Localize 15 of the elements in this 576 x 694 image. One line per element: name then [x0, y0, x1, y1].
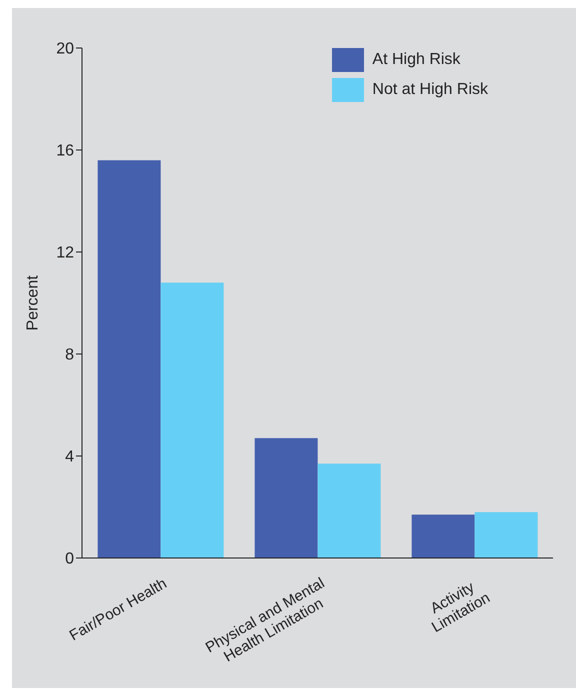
y-tick-label: 16	[56, 142, 74, 160]
y-tick-label: 0	[65, 550, 74, 568]
bar	[412, 514, 475, 558]
y-tick-label: 12	[56, 244, 74, 262]
bar	[474, 512, 538, 558]
legend-label: Not at High Risk	[372, 81, 488, 99]
bar	[160, 282, 224, 558]
y-axis-title: Percent	[24, 274, 42, 331]
bar	[98, 160, 161, 558]
y-tick-label: 4	[65, 448, 74, 466]
y-tick-label: 20	[56, 40, 74, 58]
y-tick-label: 8	[65, 346, 74, 364]
legend-label: At High Risk	[372, 51, 460, 69]
bar	[318, 464, 381, 558]
bar	[254, 438, 318, 558]
